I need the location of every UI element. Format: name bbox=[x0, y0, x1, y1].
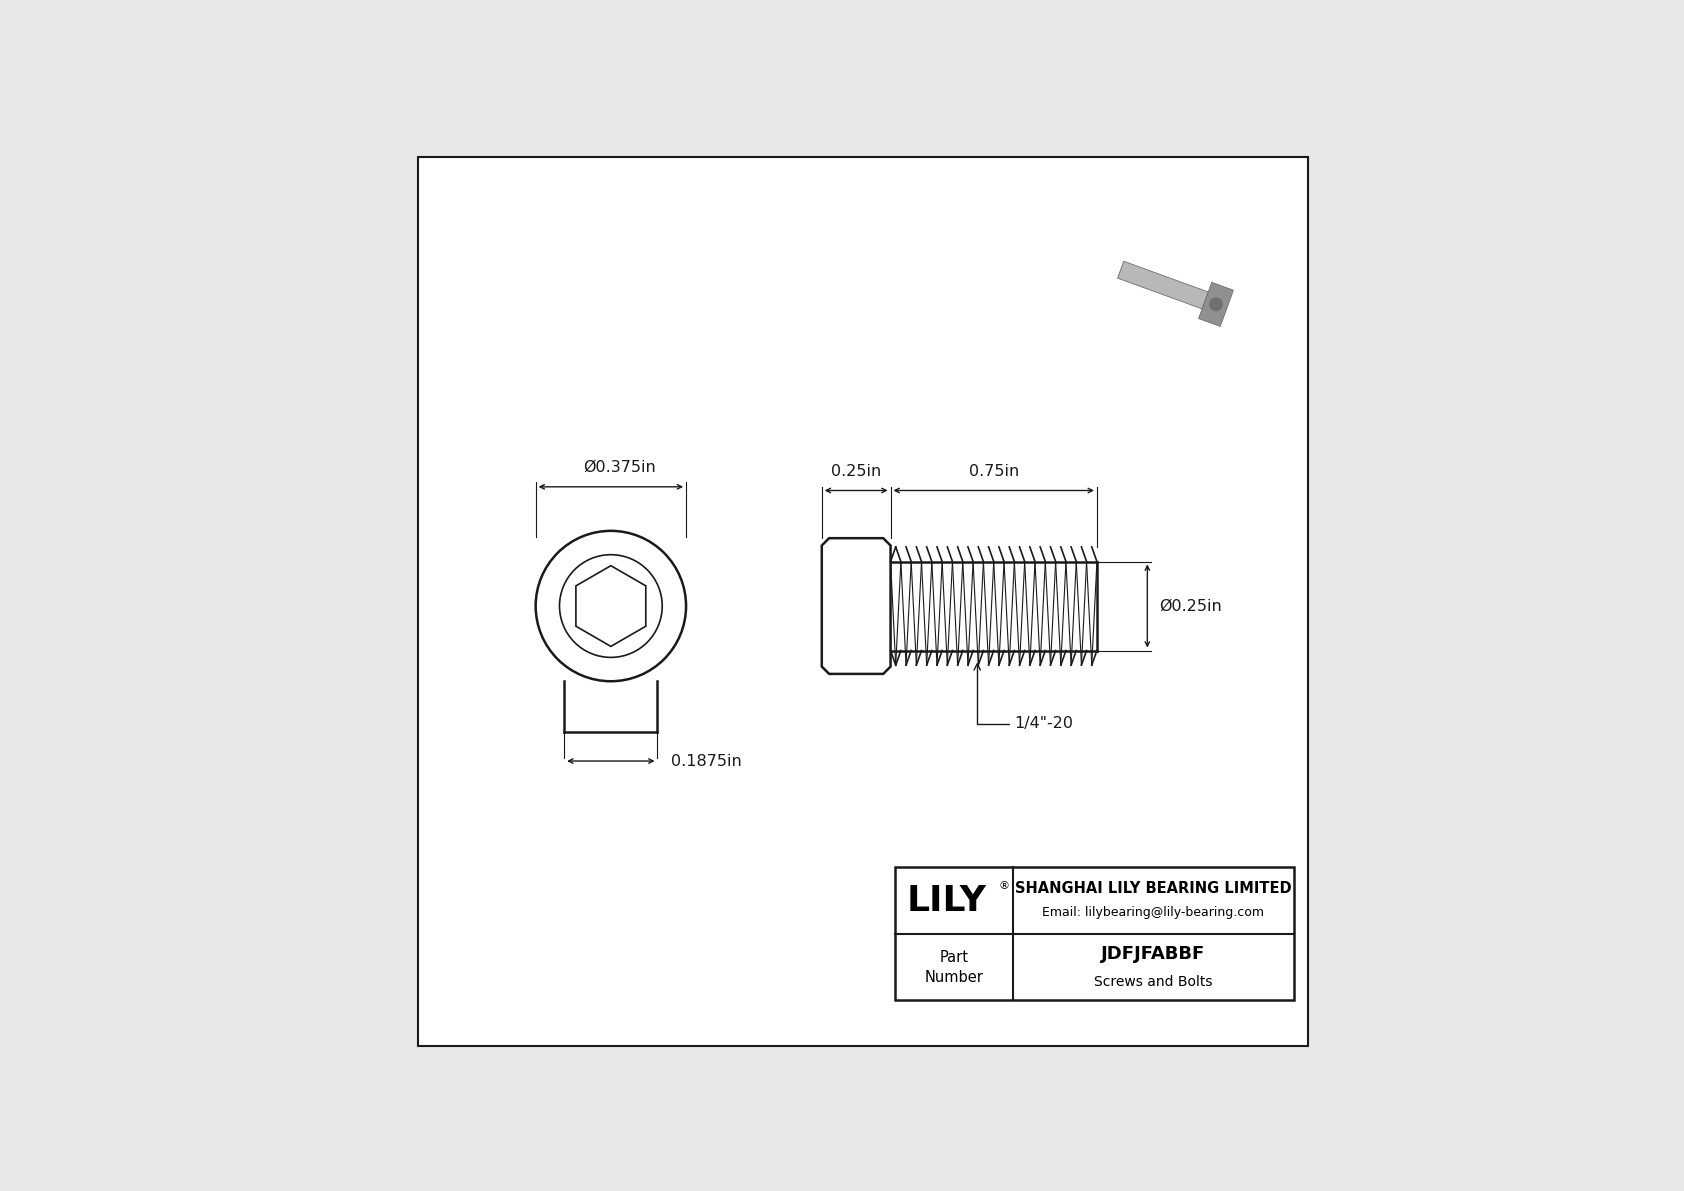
Circle shape bbox=[1209, 298, 1223, 311]
Text: 1/4"-20: 1/4"-20 bbox=[973, 663, 1073, 731]
Text: LILY: LILY bbox=[906, 884, 987, 917]
Text: JDFJFABBF: JDFJFABBF bbox=[1101, 944, 1206, 962]
Text: Ø0.375in: Ø0.375in bbox=[584, 460, 657, 475]
Text: Email: lilybearing@lily-bearing.com: Email: lilybearing@lily-bearing.com bbox=[1042, 906, 1265, 919]
Text: SHANGHAI LILY BEARING LIMITED: SHANGHAI LILY BEARING LIMITED bbox=[1015, 881, 1292, 896]
Polygon shape bbox=[1199, 282, 1233, 326]
Text: Ø0.25in: Ø0.25in bbox=[1159, 599, 1223, 613]
Text: Screws and Bolts: Screws and Bolts bbox=[1095, 974, 1212, 989]
FancyBboxPatch shape bbox=[418, 157, 1308, 1046]
Text: 0.1875in: 0.1875in bbox=[672, 754, 743, 768]
Text: Part
Number: Part Number bbox=[925, 949, 983, 985]
Text: 0.75in: 0.75in bbox=[968, 463, 1019, 479]
Bar bbox=[896, 867, 1293, 1000]
Text: 0.25in: 0.25in bbox=[830, 463, 881, 479]
Text: ®: ® bbox=[999, 881, 1010, 891]
Polygon shape bbox=[1118, 261, 1207, 308]
